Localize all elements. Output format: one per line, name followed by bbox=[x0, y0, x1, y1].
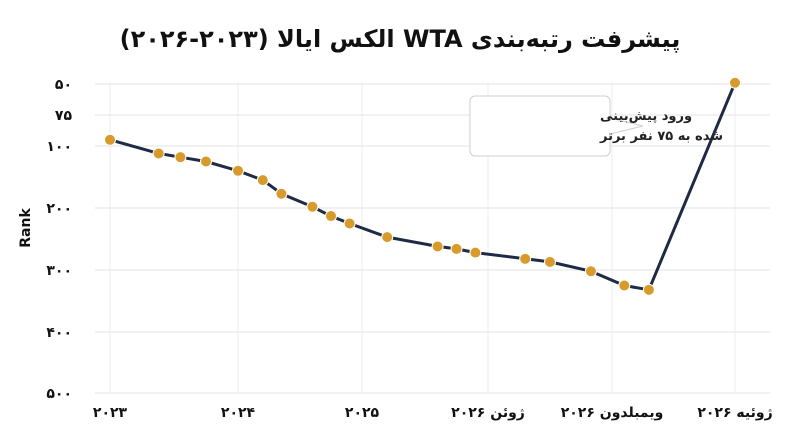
data-point bbox=[174, 151, 187, 164]
data-point bbox=[450, 242, 463, 255]
data-points bbox=[104, 76, 741, 296]
x-tick-label: ۲۰۲۴ bbox=[221, 405, 256, 421]
y-tick-label: ۲۰۰ bbox=[46, 201, 72, 217]
annotation: ورود پیش‌بینی شده به ۷۵ نفر برتر bbox=[469, 95, 723, 157]
data-point bbox=[584, 265, 597, 278]
data-point bbox=[306, 200, 319, 213]
y-tick-label: ۳۰۰ bbox=[46, 263, 72, 279]
annotation-text: شده به ۷۵ نفر برتر bbox=[599, 129, 723, 144]
y-tick-label: ۵۰ bbox=[55, 77, 72, 93]
data-point bbox=[343, 217, 356, 230]
x-axis-ticks: ۲۰۲۳ ۲۰۲۴ ۲۰۲۵ ژوئن ۲۰۲۶ ویمبلدون ۲۰۲۶ ژوئیه … bbox=[93, 405, 773, 421]
data-point bbox=[325, 210, 337, 223]
y-axis-ticks: ۵۰ ۷۵ ۱۰۰ ۲۰۰ ۳۰۰ ۴۰۰ ۵۰۰ bbox=[46, 77, 72, 402]
data-point bbox=[275, 187, 288, 200]
chart-title: پیشرفت رتبه‌بندی WTA الکس ایالا (۲۰۲۳-۲۰… bbox=[120, 25, 681, 53]
y-tick-label: ۵۰۰ bbox=[46, 386, 72, 402]
annotation-box bbox=[469, 95, 611, 157]
y-tick-label: ۴۰۰ bbox=[46, 325, 72, 341]
y-tick-label: ۱۰۰ bbox=[46, 139, 72, 155]
data-point bbox=[618, 279, 631, 292]
data-point bbox=[519, 252, 532, 265]
x-tick-label: ژوئیه ۲۰۲۶ bbox=[697, 405, 772, 421]
annotation-text: ورود پیش‌بینی bbox=[600, 109, 692, 124]
annotation-pointer-mask bbox=[608, 119, 612, 133]
data-point bbox=[200, 155, 212, 168]
data-point bbox=[544, 255, 556, 268]
data-point bbox=[381, 231, 394, 244]
x-tick-label: ژوئن ۲۰۲۶ bbox=[451, 405, 525, 421]
data-point bbox=[729, 76, 741, 89]
x-tick-label: ۲۰۲۵ bbox=[345, 405, 380, 421]
data-point bbox=[469, 246, 482, 259]
data-point bbox=[256, 174, 269, 187]
y-axis-label: Rank bbox=[18, 208, 34, 248]
data-point bbox=[104, 133, 116, 146]
data-point bbox=[431, 240, 444, 253]
x-tick-label: ویمبلدون ۲۰۲۶ bbox=[561, 405, 664, 421]
x-tick-label: ۲۰۲۳ bbox=[93, 405, 128, 421]
data-point bbox=[152, 147, 165, 160]
data-point bbox=[232, 164, 244, 177]
data-point bbox=[642, 283, 655, 296]
y-tick-label: ۷۵ bbox=[55, 108, 73, 124]
